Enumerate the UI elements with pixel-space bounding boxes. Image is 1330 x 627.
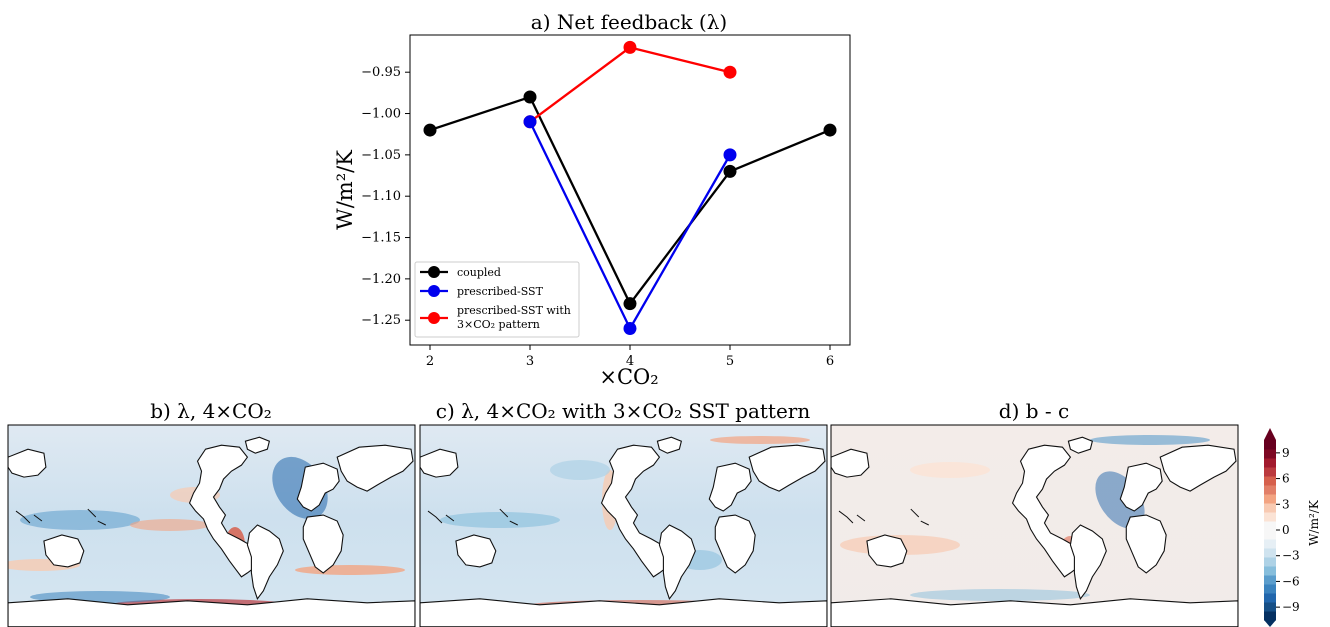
colorbar-segment: [1264, 485, 1276, 495]
colorbar-label: W/m²/K: [1307, 499, 1321, 546]
colorbar-segment: [1264, 548, 1276, 558]
panel-d-title: d) b - c: [999, 399, 1069, 423]
colorbar-ticks: 9 6 3 0 −3 −6 −9: [1276, 446, 1300, 614]
y-tick-label: −1.15: [361, 231, 401, 246]
legend-item-coupled: coupled: [420, 266, 501, 279]
panel-a-ticks: 2 3 4 5 6 −1.25 −1.20 −1.15 −1.10 −1.05 −1.00 −0.95: [361, 65, 834, 369]
y-tick-label: −1.05: [361, 148, 401, 163]
legend-label-prescribed-sst: prescribed-SST: [457, 285, 544, 298]
legend-label-coupled: coupled: [457, 266, 501, 279]
data-point-prescribed-sst-with: [623, 40, 637, 54]
data-point-prescribed-sst: [723, 148, 737, 162]
colorbar-segments: [1264, 440, 1276, 621]
data-point-prescribed-sst: [623, 321, 637, 335]
colorbar-tick-label: 9: [1282, 446, 1290, 460]
legend-item-prescribed-sst-3x: prescribed-SST with 3×CO₂ pattern: [420, 304, 571, 331]
colorbar-tick-label: −9: [1282, 600, 1300, 614]
colorbar-segment: [1264, 521, 1276, 531]
colorbar-extend-top: [1264, 428, 1276, 440]
colorbar-segment: [1264, 593, 1276, 603]
legend-box: [414, 261, 580, 338]
legend-marker-prescribed-sst: [428, 285, 440, 297]
panel-b-title: b) λ, 4×CO₂: [150, 399, 272, 423]
map-c: [420, 425, 827, 627]
colorbar-segment: [1264, 557, 1276, 567]
colorbar-segment: [1264, 467, 1276, 477]
colorbar-tick-label: 6: [1282, 472, 1290, 486]
legend-item-prescribed-sst: prescribed-SST: [420, 285, 544, 298]
legend-label-prescribed-sst-3x-line2: 3×CO₂ pattern: [457, 318, 540, 331]
x-tick-label: 4: [626, 354, 634, 369]
map-b: [8, 425, 415, 627]
colorbar-segment: [1264, 611, 1276, 621]
colorbar-tick-label: −3: [1282, 549, 1300, 563]
colorbar-segment: [1264, 440, 1276, 450]
panel-a-title: a) Net feedback (λ): [531, 10, 727, 34]
colorbar-extend-bottom: [1264, 620, 1276, 627]
panel-c: c) λ, 4×CO₂ with 3×CO₂ SST pattern: [419, 399, 828, 627]
colorbar-segment: [1264, 503, 1276, 513]
panel-a-series: [423, 40, 837, 335]
colorbar-segment: [1264, 539, 1276, 549]
colorbar-tick-label: 3: [1282, 497, 1290, 511]
x-tick-label: 2: [426, 354, 434, 369]
colorbar-segment: [1264, 602, 1276, 612]
y-axis-label: W/m²/K: [333, 150, 357, 230]
legend-marker-prescribed-sst-3x: [428, 312, 440, 324]
x-tick-label: 5: [726, 354, 734, 369]
colorbar-segment: [1264, 494, 1276, 504]
panel-c-title: c) λ, 4×CO₂ with 3×CO₂ SST pattern: [436, 399, 811, 423]
colorbar-segment: [1264, 458, 1276, 468]
x-axis-label: ×CO₂: [599, 365, 658, 389]
legend-label-prescribed-sst-3x: prescribed-SST with: [457, 304, 571, 317]
x-tick-label: 3: [526, 354, 534, 369]
panel-d: d) b - c: [830, 399, 1239, 627]
legend: coupled prescribed-SST prescribed-SST wi…: [414, 261, 580, 338]
map-d-frame: [830, 424, 1239, 627]
y-tick-label: −1.10: [361, 189, 401, 204]
colorbar-segment: [1264, 512, 1276, 522]
y-tick-label: −1.20: [361, 272, 401, 287]
legend-marker-coupled: [428, 266, 440, 278]
y-tick-label: −0.95: [361, 65, 401, 80]
colorbar-segment: [1264, 575, 1276, 585]
x-tick-label: 6: [826, 354, 834, 369]
data-point-prescribed-sst-with: [723, 65, 737, 79]
y-tick-label: −1.00: [361, 107, 401, 122]
panel-a: a) Net feedback (λ) 2 3 4 5 6 −1.25 −1.20 −1.15…: [333, 10, 851, 389]
colorbar-tick-label: −6: [1282, 574, 1300, 588]
map-d: [831, 425, 1238, 627]
colorbar-segment: [1264, 584, 1276, 594]
colorbar-segment: [1264, 530, 1276, 540]
data-point-coupled: [823, 123, 837, 137]
colorbar-segment: [1264, 566, 1276, 576]
colorbar-segment: [1264, 476, 1276, 486]
data-point-coupled: [623, 297, 637, 311]
colorbar-tick-label: 0: [1282, 523, 1290, 537]
y-tick-label: −1.25: [361, 313, 401, 328]
map-c-frame: [419, 424, 828, 627]
panel-b: b) λ, 4×CO₂: [7, 399, 416, 627]
colorbar-segment: [1264, 449, 1276, 459]
data-point-prescribed-sst: [523, 115, 537, 129]
map-b-frame: [7, 424, 416, 627]
data-point-coupled: [723, 164, 737, 178]
data-point-coupled: [523, 90, 537, 104]
data-point-coupled: [423, 123, 437, 137]
colorbar: 9 6 3 0 −3 −6 −9 W/m²/K: [1264, 428, 1321, 627]
